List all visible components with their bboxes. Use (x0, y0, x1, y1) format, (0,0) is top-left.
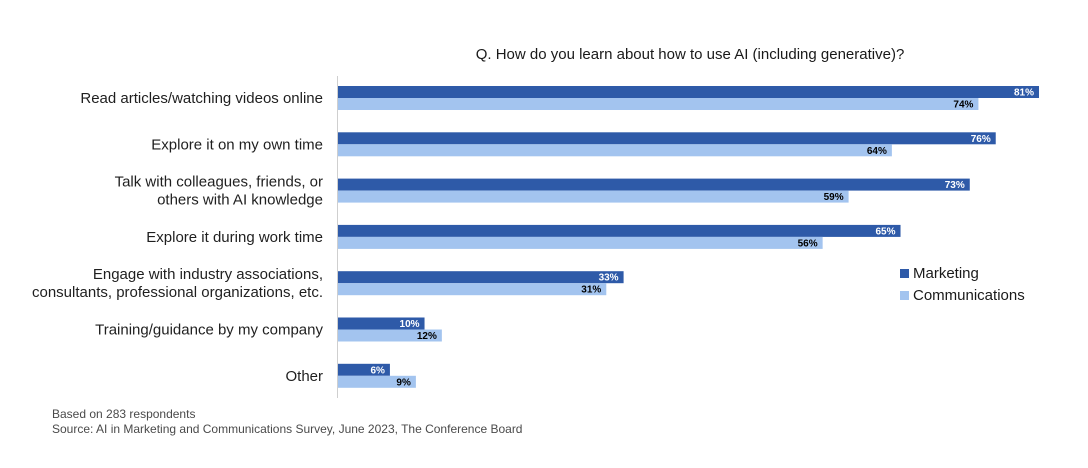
chart-title: Q. How do you learn about how to use AI … (475, 46, 905, 63)
bar-communications (338, 329, 442, 342)
bar-communications (338, 144, 892, 157)
data-label-marketing: 65% (876, 226, 896, 237)
category-label-line: others with AI knowledge (157, 192, 323, 209)
chart-notes: Based on 283 respondents Source: AI in M… (52, 407, 522, 437)
data-label-communications: 59% (824, 192, 844, 203)
category-label-line: Training/guidance by my company (95, 322, 323, 339)
legend-item-communications: Communications (900, 284, 1025, 306)
bar-marketing (338, 363, 390, 376)
data-label-marketing: 6% (370, 365, 385, 376)
source-note: Source: AI in Marketing and Communicatio… (52, 422, 523, 436)
data-label-communications: 74% (953, 100, 973, 111)
category-label-line: Read articles/watching videos online (80, 90, 323, 107)
category-label: Read articles/watching videos online (80, 90, 323, 107)
category-label: Talk with colleagues, friends, or others … (115, 174, 323, 209)
bar-marketing (338, 224, 901, 237)
legend-label-communications: Communications (913, 286, 1025, 304)
bar-communications (338, 190, 849, 203)
bar-marketing (338, 86, 1039, 98)
category-label-line: consultants, professional organizations,… (32, 284, 323, 301)
bar-marketing (338, 317, 425, 330)
bar-communications (338, 375, 416, 388)
bar-marketing (338, 178, 970, 191)
legend-label-marketing: Marketing (913, 264, 979, 282)
data-label-communications: 12% (417, 331, 437, 342)
legend-swatch-communications (900, 290, 909, 300)
data-label-marketing: 33% (599, 273, 619, 284)
category-label: Explore it on my own time (151, 136, 323, 153)
data-label-communications: 9% (396, 377, 411, 388)
data-label-communications: 56% (798, 238, 818, 249)
category-label-line: Talk with colleagues, friends, or (115, 174, 323, 191)
bar-communications (338, 98, 979, 110)
data-label-marketing: 73% (945, 180, 965, 191)
bar-communications (338, 283, 607, 296)
category-label-line: Explore it during work time (146, 229, 323, 246)
category-label: Engage with industry associations, consul… (32, 266, 323, 301)
bar-marketing (338, 132, 996, 145)
legend-swatch-marketing (900, 268, 909, 278)
category-label-line: Explore it on my own time (151, 136, 323, 153)
bar-marketing (338, 271, 624, 284)
category-label-line: Other (285, 368, 323, 385)
data-label-marketing: 10% (400, 319, 420, 330)
data-label-communications: 64% (867, 146, 887, 157)
category-label-line: Engage with industry associations, (93, 266, 323, 283)
legend-item-marketing: Marketing (900, 262, 1025, 284)
category-label: Explore it during work time (146, 229, 323, 246)
data-label-communications: 31% (581, 285, 601, 296)
legend: Marketing Communications (900, 262, 1025, 306)
data-label-marketing: 81% (1014, 88, 1034, 99)
respondents-note: Based on 283 respondents (52, 407, 196, 421)
category-label: Other (285, 368, 323, 385)
category-label: Training/guidance by my company (95, 322, 323, 339)
data-label-marketing: 76% (971, 134, 991, 145)
bar-communications (338, 236, 823, 249)
